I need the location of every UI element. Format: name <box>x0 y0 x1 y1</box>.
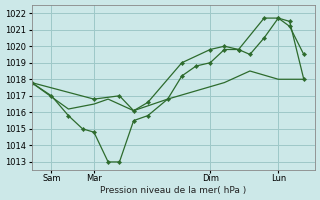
X-axis label: Pression niveau de la mer( hPa ): Pression niveau de la mer( hPa ) <box>100 186 246 195</box>
